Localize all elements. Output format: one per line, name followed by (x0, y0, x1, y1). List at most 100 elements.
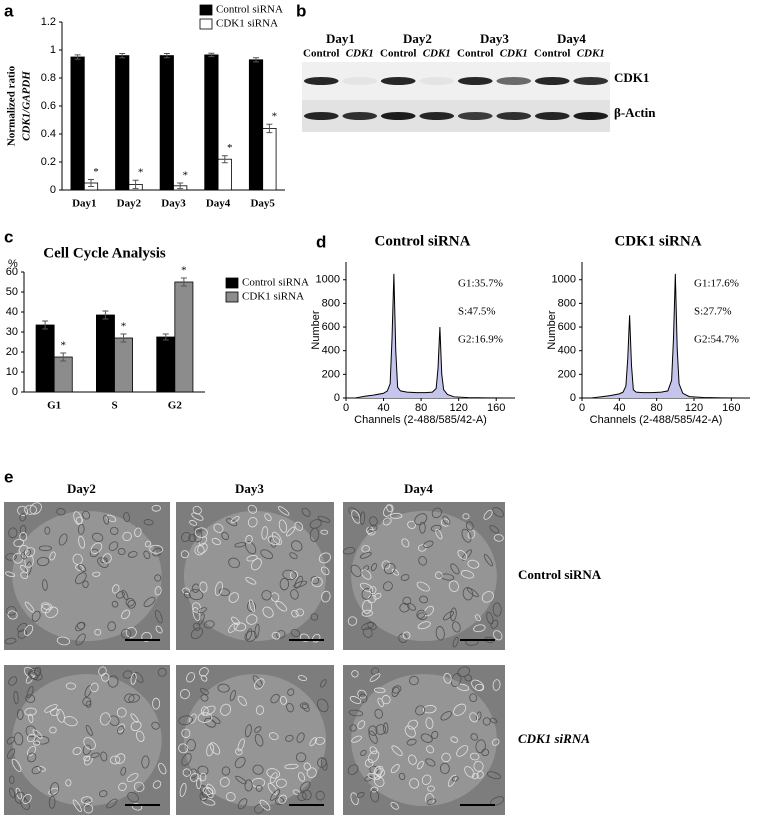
colony (351, 510, 497, 642)
cell (116, 591, 125, 599)
blot-protein: CDK1 (614, 70, 649, 85)
cell (486, 611, 494, 625)
cell (158, 762, 167, 775)
cell (368, 730, 378, 744)
cell (267, 535, 281, 545)
cell (453, 703, 467, 716)
cell (416, 760, 424, 770)
cell (7, 748, 16, 759)
cell (294, 575, 303, 589)
cell (15, 787, 22, 800)
cell (230, 516, 240, 523)
legend-label: Control siRNA (216, 4, 283, 16)
cell (367, 594, 377, 604)
cell (221, 766, 231, 776)
cell (383, 722, 389, 734)
y-tick-label: 0.8 (41, 72, 56, 84)
cell (247, 504, 258, 514)
cell (348, 709, 364, 717)
error-bar (120, 333, 127, 343)
cell (7, 610, 18, 620)
cell (40, 603, 51, 614)
x-axis-label: Channels (2-488/585/42-A) (354, 414, 487, 426)
bar (217, 158, 232, 191)
cell (407, 719, 418, 730)
x-tick-label: 0 (343, 402, 349, 414)
cell (44, 526, 51, 535)
blot-band (342, 77, 378, 85)
cell (229, 689, 236, 702)
micrograph-row: CDK1 siRNA (518, 731, 590, 746)
x-axis-label: Channels (2-488/585/42-A) (590, 414, 723, 426)
cell (464, 766, 475, 778)
cell (211, 537, 221, 546)
y-tick-label: 0 (12, 386, 18, 398)
cell (361, 569, 372, 580)
error-bar (163, 53, 170, 59)
cell (143, 519, 154, 526)
blot-band (380, 77, 416, 85)
cell (58, 533, 68, 546)
cell (426, 745, 434, 754)
colony (183, 510, 327, 642)
cell (78, 535, 85, 549)
cell (391, 685, 402, 694)
y-tick-label: 400 (322, 345, 340, 357)
cell (144, 540, 152, 548)
cell (199, 581, 208, 593)
cell (178, 715, 193, 726)
cell (492, 679, 501, 691)
cell (286, 526, 296, 537)
cell (271, 531, 282, 545)
cell (320, 679, 327, 688)
cell (151, 721, 160, 730)
cell (440, 573, 455, 581)
bar (35, 324, 55, 393)
cell (359, 551, 372, 559)
cell (406, 738, 417, 746)
cell (361, 622, 375, 631)
cell (16, 708, 24, 720)
cell (9, 775, 15, 785)
cell (262, 606, 274, 618)
cell (402, 631, 411, 640)
cell (28, 713, 34, 723)
cell (121, 609, 131, 620)
bar (53, 356, 73, 393)
cell (82, 580, 89, 589)
y-tick-label: 0 (334, 392, 340, 404)
error-bar (221, 155, 228, 164)
cell (231, 616, 240, 626)
cell (50, 708, 60, 716)
cell (361, 545, 370, 553)
cell (425, 758, 436, 767)
cell (85, 700, 92, 708)
cell (191, 602, 201, 613)
cell (267, 782, 278, 795)
legend-swatch (199, 18, 213, 30)
significance: * (138, 167, 144, 179)
cell (367, 750, 380, 764)
cell (254, 726, 262, 733)
cell (351, 735, 362, 743)
y-tick-label: 600 (322, 321, 340, 333)
cell (361, 609, 373, 617)
chart-title: Cell Cycle Analysis (43, 245, 166, 261)
cell (317, 515, 331, 523)
cell (121, 589, 129, 601)
cell (190, 627, 204, 640)
cell (493, 630, 503, 641)
cell (247, 516, 258, 528)
cell (254, 678, 265, 690)
cell (228, 592, 239, 603)
y-tick-label: 50 (6, 286, 18, 298)
cell (100, 751, 108, 762)
cell (447, 774, 457, 787)
histogram-curve (591, 273, 741, 399)
cell (435, 571, 443, 580)
cell (48, 795, 56, 809)
cell (110, 526, 119, 535)
cell (443, 672, 452, 684)
cell (194, 527, 208, 538)
y-tick-label: 0 (50, 184, 56, 196)
